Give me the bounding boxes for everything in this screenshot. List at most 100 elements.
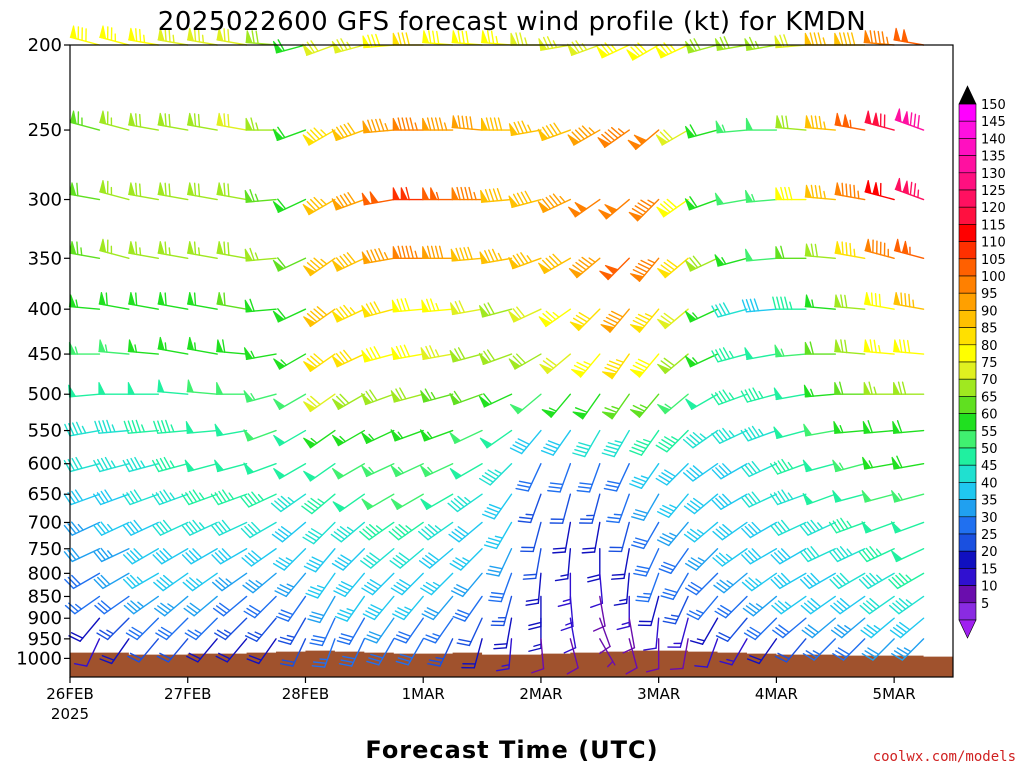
wind-barb (770, 548, 807, 565)
colorbar-swatch (958, 550, 977, 569)
wind-barb (656, 521, 689, 547)
wind-barb (600, 308, 630, 333)
wind-barb (627, 129, 660, 151)
wind-barb (69, 25, 101, 46)
wind-barb (331, 548, 366, 571)
wind-barb (73, 638, 101, 667)
wind-barb (599, 617, 611, 655)
wind-barb (419, 463, 454, 478)
wind-barb (302, 196, 336, 216)
wind-barb (772, 617, 807, 639)
y-tick-label: 950 (28, 629, 62, 650)
wind-barb (572, 429, 601, 458)
x-axis-ticks: 26FEB 2025 27FEB 28FEB 1MAR 2MAR 3MAR 4MAR 5MAR (46, 677, 916, 723)
colorbar: 1501451401351301251201151101051009590858… (958, 85, 1006, 639)
wind-barb (509, 429, 542, 455)
wind-barb (246, 638, 277, 665)
wind-barb (541, 393, 572, 418)
wind-barb (829, 572, 866, 590)
wind-barb (858, 546, 895, 563)
wind-barb (210, 489, 248, 506)
colorbar-label: 80 (981, 339, 998, 354)
wind-barb (633, 548, 660, 577)
wind-barb (712, 521, 748, 541)
colorbar-label: 140 (981, 132, 1006, 147)
x-tick-label: 5MAR (873, 685, 916, 703)
wind-barb (893, 238, 925, 259)
wind-barb (601, 393, 630, 420)
wind-barb (669, 638, 689, 670)
wind-barb (68, 294, 101, 310)
wind-barb (889, 617, 925, 639)
wind-barb (151, 489, 189, 506)
wind-barb (390, 493, 424, 510)
wind-barb (569, 308, 601, 332)
wind-barb (392, 186, 424, 201)
wind-barb (683, 521, 719, 543)
wind-barb (890, 521, 925, 534)
wind-barb (581, 521, 601, 554)
wind-barb (214, 617, 248, 641)
wind-barb (330, 521, 366, 543)
wind-barb (861, 521, 895, 534)
wind-barb (392, 595, 424, 621)
wind-barb (216, 241, 248, 259)
wind-barb (711, 302, 748, 318)
wind-barb (244, 189, 277, 203)
wind-barb (629, 308, 660, 333)
colorbar-label: 65 (981, 390, 998, 405)
wind-barb (331, 122, 366, 142)
wind-barb (803, 384, 836, 398)
colorbar-label: 5 (981, 597, 989, 612)
wind-barb (714, 595, 748, 619)
wind-barb (69, 182, 101, 201)
colorbar-label: 50 (981, 442, 998, 457)
wind-barb (449, 548, 483, 571)
wind-barb (390, 572, 424, 596)
wind-barb (157, 336, 189, 355)
wind-barb (309, 617, 336, 647)
wind-barb (629, 257, 660, 282)
wind-barb (449, 390, 483, 406)
wind-barb (891, 638, 925, 661)
wind-barb (742, 595, 778, 617)
wind-barb (599, 638, 616, 668)
wind-barb (155, 617, 189, 641)
wind-barb (63, 547, 101, 563)
wind-barb (215, 638, 248, 663)
y-tick-label: 500 (28, 384, 62, 405)
x-axis-label: Forecast Time (UTC) (365, 736, 658, 764)
wind-barb (803, 423, 836, 437)
wind-barb (629, 393, 660, 418)
wind-barb (628, 198, 660, 222)
wind-barb (185, 420, 218, 434)
chart-title: 2025022600 GFS forecast wind profile (kt… (158, 7, 866, 37)
wind-barb (479, 429, 513, 449)
wind-barb (210, 519, 248, 536)
colorbar-label: 95 (981, 287, 998, 302)
x-tick-label: 26FEB (46, 685, 93, 703)
wind-barb (391, 344, 424, 360)
wind-barb (831, 617, 866, 639)
wind-barb (242, 572, 277, 594)
y-tick-label: 350 (28, 248, 62, 269)
wind-barb (63, 521, 101, 536)
wind-barb (740, 387, 778, 403)
wind-barb (711, 389, 748, 406)
wind-barb (830, 595, 866, 615)
wind-barb (421, 298, 454, 313)
wind-barb (331, 463, 366, 480)
wind-barb (684, 353, 719, 368)
colorbar-label: 45 (981, 459, 998, 474)
wind-barb (391, 298, 424, 313)
wind-barb (243, 462, 277, 475)
wind-barb (421, 117, 454, 131)
colorbar-swatch (958, 568, 977, 586)
x-tick-label: 28FEB (282, 685, 329, 703)
colorbar-swatch (958, 464, 977, 483)
wind-barb (537, 253, 572, 274)
wind-barb (860, 617, 895, 639)
wind-barb (522, 548, 542, 580)
wind-barb (802, 459, 836, 473)
wind-barb (888, 595, 925, 615)
